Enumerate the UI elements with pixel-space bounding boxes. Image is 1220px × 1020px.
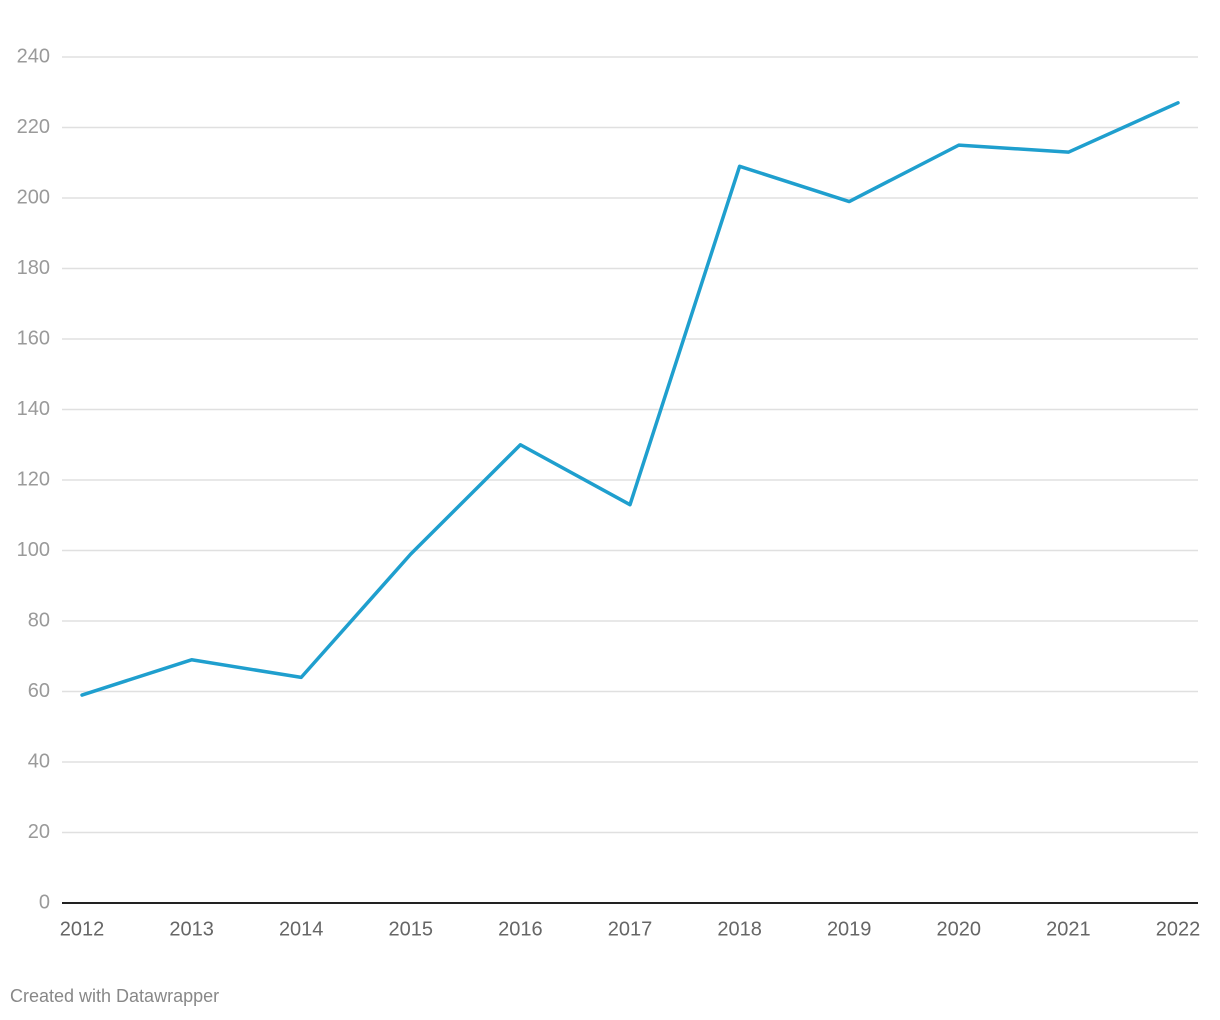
x-tick-label: 2012 xyxy=(60,918,105,940)
x-tick-label: 2021 xyxy=(1046,918,1091,940)
y-tick-label: 140 xyxy=(17,398,50,420)
y-tick-label: 200 xyxy=(17,186,50,208)
y-tick-label: 120 xyxy=(17,468,50,490)
x-tick-label: 2022 xyxy=(1156,918,1201,940)
y-tick-label: 60 xyxy=(28,680,50,702)
y-tick-label: 0 xyxy=(39,891,50,913)
x-tick-label: 2014 xyxy=(279,918,324,940)
x-tick-label: 2020 xyxy=(937,918,982,940)
x-tick-label: 2018 xyxy=(717,918,762,940)
y-tick-label: 20 xyxy=(28,821,50,843)
y-tick-label: 160 xyxy=(17,327,50,349)
x-tick-label: 2017 xyxy=(608,918,653,940)
y-tick-label: 220 xyxy=(17,116,50,138)
y-tick-label: 180 xyxy=(17,257,50,279)
y-tick-label: 40 xyxy=(28,750,50,772)
y-tick-label: 240 xyxy=(17,45,50,67)
x-tick-label: 2013 xyxy=(169,918,214,940)
x-tick-label: 2016 xyxy=(498,918,543,940)
footer: Created with Datawrapper xyxy=(10,986,219,1006)
y-tick-label: 80 xyxy=(28,609,50,631)
y-tick-label: 100 xyxy=(17,539,50,561)
line xyxy=(80,101,1180,697)
x-tick-label: 2015 xyxy=(389,918,434,940)
x-tick-label: 2019 xyxy=(827,918,872,940)
